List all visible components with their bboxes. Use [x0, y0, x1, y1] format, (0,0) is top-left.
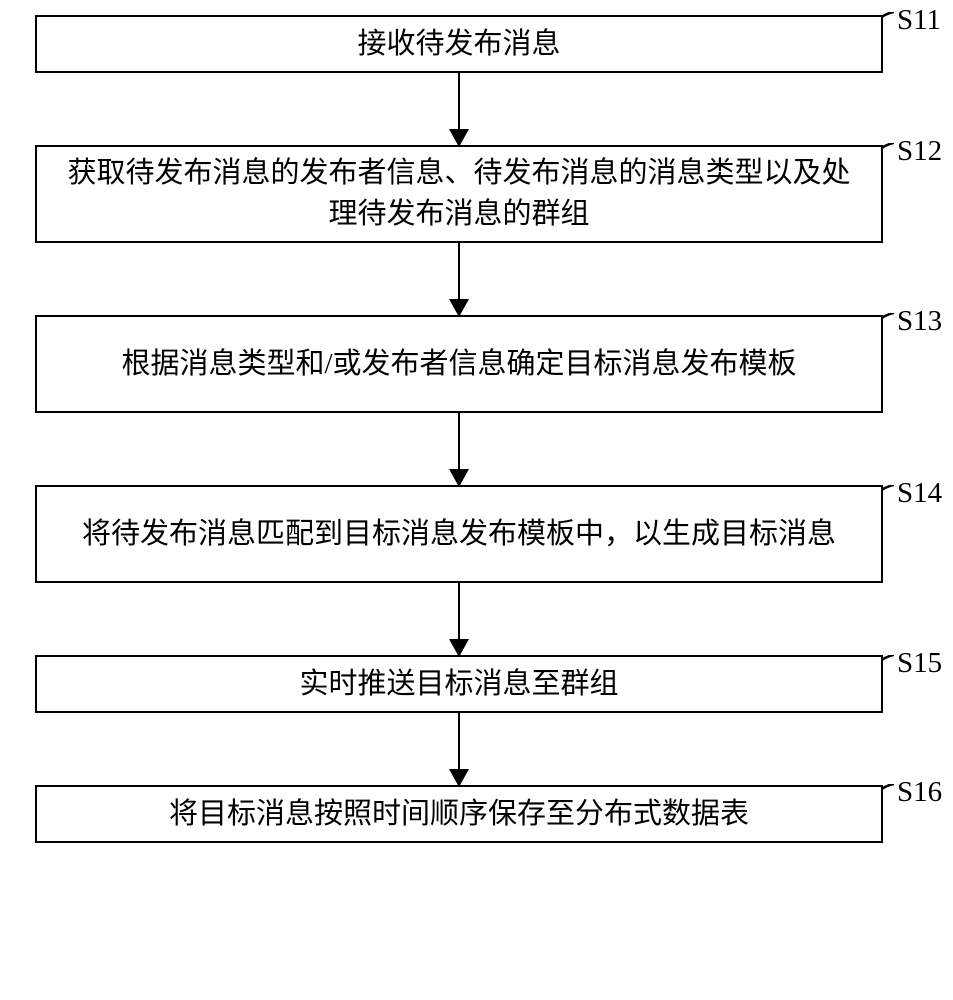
arrow-5 — [458, 713, 461, 785]
step-text-s14: 将待发布消息匹配到目标消息发布模板中，以生成目标消息 — [82, 514, 836, 555]
step-box-s13: 根据消息类型和/或发布者信息确定目标消息发布模板 — [35, 315, 883, 413]
step-label-s15: S15 — [897, 647, 942, 680]
step-text-s11: 接收待发布消息 — [357, 24, 560, 65]
step-label-s11: S11 — [897, 4, 941, 37]
step-label-s16: S16 — [897, 776, 942, 809]
step-text-s12: 获取待发布消息的发布者信息、待发布消息的消息类型以及处理待发布消息的群组 — [57, 153, 861, 234]
arrow-container-4 — [35, 583, 883, 655]
step-text-s15: 实时推送目标消息至群组 — [299, 664, 618, 705]
step-box-s15: 实时推送目标消息至群组 — [35, 655, 883, 713]
step-box-s12: 获取待发布消息的发布者信息、待发布消息的消息类型以及处理待发布消息的群组 — [35, 145, 883, 243]
arrow-2 — [458, 243, 461, 315]
arrow-3 — [458, 413, 461, 485]
step-box-s11: 接收待发布消息 — [35, 15, 883, 73]
arrow-container-3 — [35, 413, 883, 485]
step-label-s14: S14 — [897, 477, 942, 510]
arrow-container-5 — [35, 713, 883, 785]
step-box-s16: 将目标消息按照时间顺序保存至分布式数据表 — [35, 785, 883, 843]
step-text-s13: 根据消息类型和/或发布者信息确定目标消息发布模板 — [121, 344, 796, 385]
step-label-s12: S12 — [897, 135, 942, 168]
arrow-container-1 — [35, 73, 883, 145]
arrow-1 — [458, 73, 461, 145]
step-label-s13: S13 — [897, 305, 942, 338]
flowchart-diagram: S11 接收待发布消息 S12 获取待发布消息的发布者信息、待发布消息的消息类型… — [35, 15, 930, 843]
arrow-4 — [458, 583, 461, 655]
step-text-s16: 将目标消息按照时间顺序保存至分布式数据表 — [169, 794, 749, 835]
step-box-s14: 将待发布消息匹配到目标消息发布模板中，以生成目标消息 — [35, 485, 883, 583]
arrow-container-2 — [35, 243, 883, 315]
